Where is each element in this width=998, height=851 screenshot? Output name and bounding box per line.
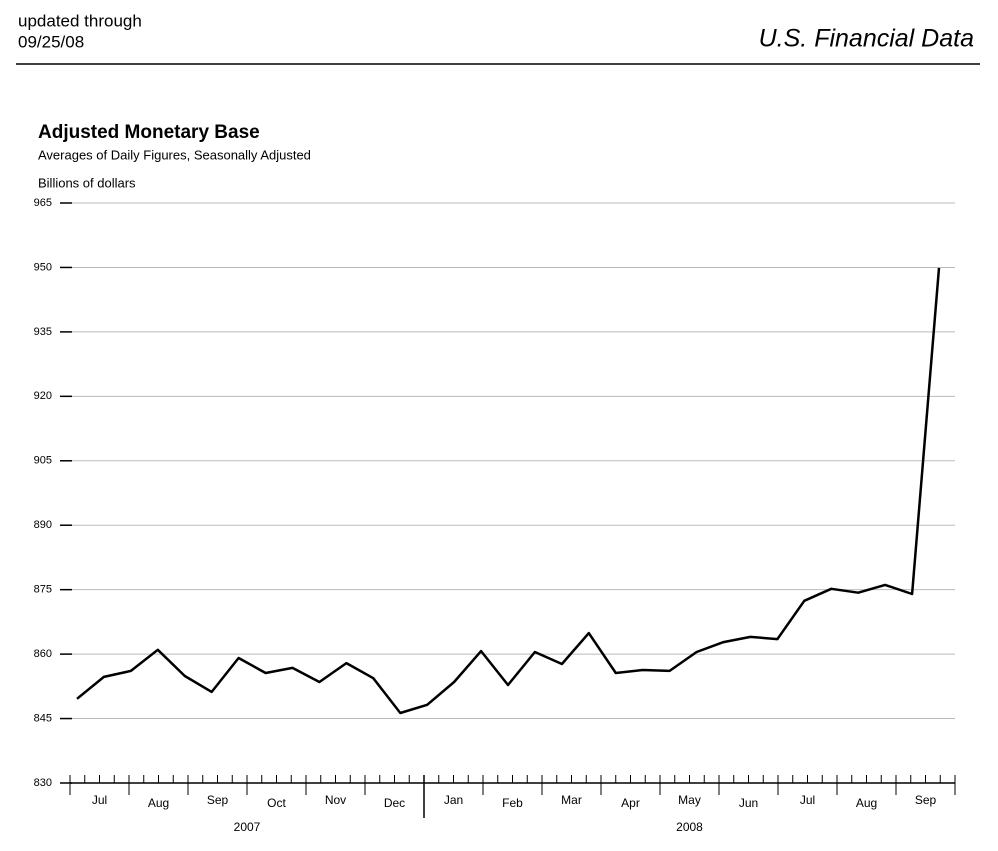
y-tick-label: 920 bbox=[34, 390, 52, 402]
x-tick-label: Sep bbox=[915, 793, 937, 807]
year-label: 2008 bbox=[676, 820, 703, 834]
y-tick-label: 890 bbox=[34, 519, 52, 531]
x-tick-label: Nov bbox=[325, 793, 346, 807]
x-tick-label: Mar bbox=[561, 793, 582, 807]
x-tick-label: Jul bbox=[92, 793, 107, 807]
x-tick-label: Apr bbox=[621, 796, 640, 810]
updated-date: 09/25/08 bbox=[18, 32, 84, 51]
x-tick-label: Feb bbox=[502, 796, 523, 810]
x-tick-label: Jul bbox=[800, 793, 815, 807]
x-tick-label: Aug bbox=[148, 796, 169, 810]
y-tick-label: 860 bbox=[34, 648, 52, 660]
y-tick-label: 950 bbox=[34, 261, 52, 273]
chart-title: Adjusted Monetary Base bbox=[38, 122, 260, 143]
y-tick-label: 965 bbox=[34, 197, 52, 209]
x-tick-label: Aug bbox=[856, 796, 877, 810]
y-tick-label: 935 bbox=[34, 326, 52, 338]
y-axis-label: Billions of dollars bbox=[38, 175, 136, 190]
x-tick-label: Jan bbox=[444, 793, 463, 807]
y-tick-label: 830 bbox=[34, 777, 52, 789]
x-tick-label: Sep bbox=[207, 793, 229, 807]
x-tick-label: Dec bbox=[384, 796, 405, 810]
data-line bbox=[76, 267, 941, 715]
updated-label: updated through bbox=[18, 11, 142, 30]
year-label: 2007 bbox=[234, 820, 261, 834]
y-tick-label: 875 bbox=[34, 584, 52, 596]
x-tick-label: Oct bbox=[267, 796, 286, 810]
y-tick-label: 845 bbox=[34, 712, 52, 724]
chart-subtitle: Averages of Daily Figures, Seasonally Ad… bbox=[38, 147, 311, 162]
x-tick-label: Jun bbox=[739, 796, 758, 810]
brand: U.S. Financial Data bbox=[759, 25, 974, 53]
y-tick-label: 905 bbox=[34, 455, 52, 467]
x-tick-label: May bbox=[678, 793, 701, 807]
